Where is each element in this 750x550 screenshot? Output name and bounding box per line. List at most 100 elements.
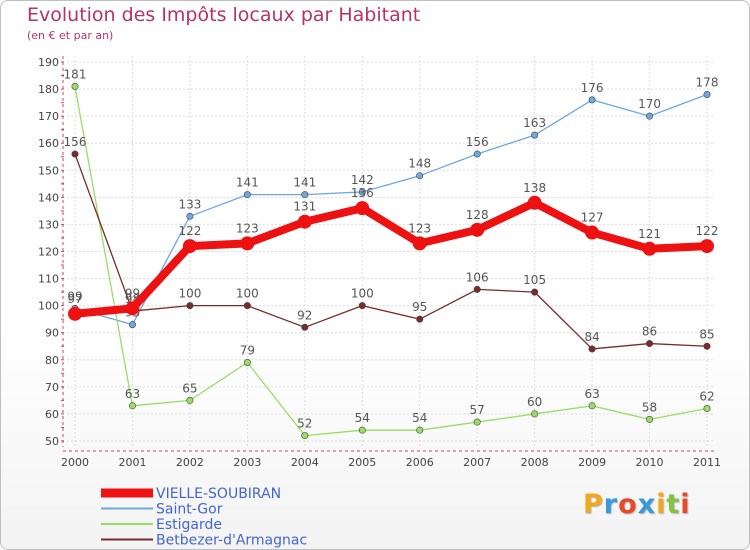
data-point (240, 236, 255, 251)
data-point (186, 212, 194, 220)
data-label: 156 (64, 135, 87, 149)
data-label: 54 (355, 411, 370, 425)
data-point (585, 225, 600, 240)
series-estigarde: 181 63 65 79 52 54 54 57 60 63 58 62 (64, 67, 715, 440)
data-point (588, 402, 596, 410)
y-tick-label: 70 (45, 381, 59, 394)
data-point (703, 90, 711, 98)
data-point (527, 195, 542, 210)
data-label: 84 (584, 330, 599, 344)
data-label: 131 (293, 200, 316, 214)
data-point (531, 131, 539, 139)
y-tick-label: 100 (38, 300, 59, 313)
data-point (243, 191, 251, 199)
data-point (186, 302, 194, 310)
data-point (646, 415, 654, 423)
series-line (74, 153, 708, 350)
data-label: 63 (584, 387, 599, 401)
data-point (358, 426, 366, 434)
data-label: 63 (125, 387, 140, 401)
data-label: 85 (699, 327, 714, 341)
data-label: 58 (642, 400, 657, 414)
y-tick-label: 180 (38, 83, 59, 96)
logo-letter: o (618, 489, 638, 520)
y-tick-label: 120 (38, 246, 59, 259)
data-point (243, 302, 251, 310)
data-point (642, 241, 657, 256)
data-point (416, 426, 424, 434)
data-point (473, 285, 481, 293)
data-point (473, 150, 481, 158)
legend-label: Estigarde (156, 517, 222, 533)
data-label: 105 (523, 273, 546, 287)
data-point (588, 96, 596, 104)
data-point (703, 342, 711, 350)
y-tick-label: 50 (45, 435, 59, 448)
data-label: 86 (642, 325, 657, 339)
data-label: 62 (699, 390, 714, 404)
data-point (416, 315, 424, 323)
logo-letter: i (656, 489, 667, 520)
series-line (74, 93, 708, 326)
data-label: 97 (67, 292, 82, 306)
data-point (646, 112, 654, 120)
x-tick-label: 2010 (636, 456, 664, 469)
data-point (700, 239, 714, 254)
data-label: 141 (236, 176, 259, 190)
data-label: 133 (178, 197, 201, 211)
y-tick-label: 150 (38, 164, 59, 177)
data-label: 54 (412, 411, 427, 425)
data-point (128, 321, 136, 329)
x-tick-label: 2007 (463, 456, 491, 469)
data-point (473, 418, 481, 426)
data-label: 65 (182, 381, 197, 395)
logo-letter: x (637, 489, 657, 520)
data-label: 52 (297, 417, 312, 431)
data-label: 123 (236, 221, 259, 235)
logo-letter: t (666, 489, 681, 520)
data-label: 163 (523, 116, 546, 130)
data-label: 100 (351, 287, 374, 301)
data-point (412, 236, 427, 251)
legend-label: Saint-Gor (156, 502, 223, 518)
y-tick-label: 190 (38, 56, 59, 69)
data-label: 100 (178, 287, 201, 301)
data-label: 178 (696, 75, 719, 89)
data-point (297, 214, 312, 229)
data-label: 123 (408, 221, 431, 235)
data-label: 121 (638, 227, 661, 241)
data-point (125, 301, 140, 316)
y-tick-label: 90 (45, 327, 59, 340)
data-label: 100 (236, 287, 259, 301)
data-point (301, 191, 309, 199)
x-tick-label: 2008 (521, 456, 549, 469)
legend-label: Betbezer-d'Armagnac (156, 533, 307, 549)
series-line (74, 85, 708, 437)
data-point (243, 358, 251, 366)
x-tick-label: 2000 (61, 456, 89, 469)
logo-letter: P (583, 489, 604, 520)
x-tick-label: 2002 (176, 456, 204, 469)
series-saint-gor: 9993133141141142148156163176170178 (67, 75, 719, 329)
x-tick-label: 2011 (693, 456, 721, 469)
data-point (71, 82, 79, 90)
y-tick-label: 130 (38, 218, 59, 231)
data-label: 99 (125, 286, 140, 300)
data-label: 92 (297, 308, 312, 322)
data-label: 176 (581, 81, 604, 95)
logo-letter: i (680, 489, 691, 520)
data-label: 142 (351, 173, 374, 187)
data-label: 95 (412, 300, 427, 314)
y-tick-label: 170 (38, 110, 59, 123)
data-label: 60 (527, 395, 542, 409)
chart-title: Evolution des Impôts locaux par Habitant (27, 4, 421, 26)
series-line (71, 198, 711, 318)
data-label: 128 (466, 208, 489, 222)
x-tick-label: 2005 (348, 456, 376, 469)
data-point (128, 402, 136, 410)
data-label: 57 (470, 403, 485, 417)
data-point (703, 405, 711, 413)
